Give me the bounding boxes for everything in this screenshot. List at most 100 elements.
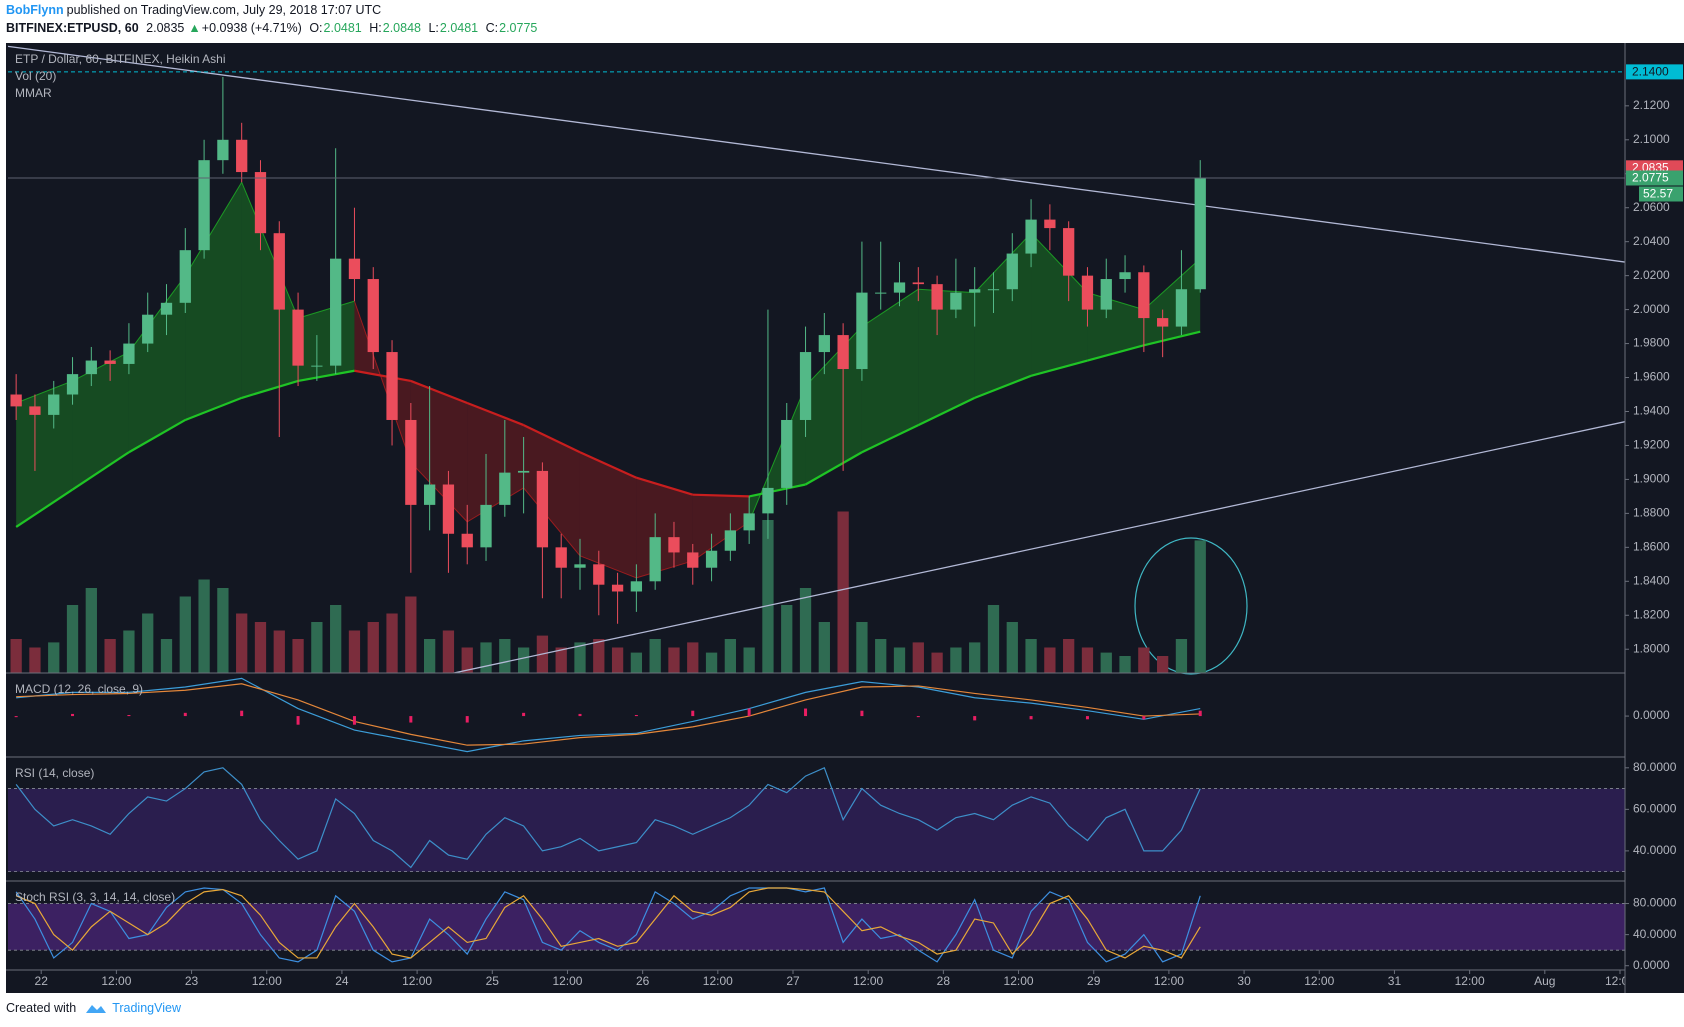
ribbon-slow [241, 379, 299, 399]
ribbon-band [128, 275, 186, 453]
volume-bar [893, 647, 906, 673]
volume-bar [10, 639, 22, 673]
histogram-bar [1085, 716, 1089, 720]
open-label: O: [309, 21, 323, 35]
volume-bar [273, 630, 285, 673]
candle-body [348, 258, 361, 280]
candle-body [536, 470, 549, 548]
series-line [15, 887, 1201, 963]
candle-body [499, 472, 511, 505]
pane [7, 45, 1625, 673]
arrow: ▲ [188, 21, 201, 35]
ribbon-fast [1143, 258, 1201, 310]
candle-body [198, 160, 210, 251]
pane-title: MACD (12, 26, close, 9) [15, 682, 143, 696]
x-tick-label: 12:00 [101, 974, 131, 988]
ribbon-slow [636, 476, 694, 496]
published: published on TradingView.com, July 29, 2… [66, 3, 382, 17]
ribbon-slow [184, 396, 243, 422]
created-with: Created with [6, 1001, 77, 1015]
histogram-bar [1198, 710, 1202, 717]
x-tick-label: 27 [786, 974, 800, 988]
histogram-bar [634, 715, 638, 717]
volume-bar [875, 639, 887, 673]
volume-bar [405, 596, 417, 673]
ribbon-band [579, 452, 637, 578]
histogram-bar [409, 716, 413, 723]
legend-entry: Vol (20) [15, 69, 56, 83]
ribbon-band [185, 182, 242, 420]
candle-body [423, 484, 436, 505]
volume-bar [912, 642, 924, 673]
volume-bar [987, 605, 1000, 673]
candle-body [611, 584, 624, 592]
brand[interactable]: TradingView [112, 1001, 181, 1015]
candle-body [1044, 219, 1056, 229]
candle-body [254, 172, 267, 234]
volume-bar [1063, 639, 1075, 673]
volume-bar [1100, 652, 1112, 673]
histogram-bar [127, 715, 131, 717]
ribbon-fast [579, 555, 637, 579]
histogram-bar [747, 708, 751, 717]
change: +0.0938 (+4.71%) [201, 21, 302, 35]
x-tick-label: 29 [1087, 974, 1101, 988]
histogram-bar [860, 710, 864, 717]
volume-bar [461, 647, 473, 673]
ribbon-slow [128, 419, 186, 454]
candle-body [217, 139, 229, 161]
ribbon-fast [692, 521, 750, 562]
price-tag-label: 2.0775 [1632, 171, 1669, 185]
ribbon-band [692, 494, 750, 561]
ribbon-fast [974, 232, 1032, 293]
x-tick-label: 31 [1388, 974, 1402, 988]
y-tick-label: 60.0000 [1633, 802, 1677, 816]
pane-title: RSI (14, close) [15, 766, 94, 780]
candle-body [1157, 318, 1169, 327]
ribbon-slow [523, 424, 581, 454]
candle-body [762, 487, 774, 514]
volume-bar [442, 630, 455, 673]
histogram-bar [71, 713, 75, 717]
low-value: 2.0481 [439, 21, 479, 35]
ribbon-slow [71, 451, 130, 491]
candle-body [781, 419, 793, 488]
y-tick-label: 2.0200 [1633, 268, 1670, 282]
logo[interactable] [84, 1001, 108, 1015]
y-tick-label: 40.0000 [1633, 927, 1677, 941]
candle-body [104, 360, 116, 364]
series-line [15, 766, 1201, 869]
volume-bar [799, 588, 812, 673]
volume-bar [66, 605, 79, 673]
last-price: 2.0835 [146, 21, 185, 35]
volume-bar [1025, 639, 1037, 673]
volume-bar [762, 520, 774, 673]
volume-bar [1081, 647, 1094, 673]
ribbon-fast [748, 385, 806, 523]
histogram-bar [240, 710, 244, 717]
symbol-line: BITFINEX:ETPUSD, 60 2.0835 ▲+0.0938 (+4.7… [6, 21, 541, 35]
candle-body [160, 302, 173, 315]
ribbon-fast [184, 181, 243, 276]
ribbon-slow [974, 374, 1032, 399]
ribbon-fast [466, 487, 524, 523]
candle-body [593, 564, 605, 585]
candle-body [893, 282, 906, 293]
footer: Created with TradingView [6, 1001, 181, 1015]
candle-body [142, 314, 154, 344]
ribbon-fast [918, 288, 975, 294]
candle-body [48, 394, 60, 415]
histogram-bar [1029, 716, 1033, 720]
x-tick-label: 24 [335, 974, 349, 988]
candle-body [10, 394, 22, 407]
author[interactable]: BobFlynn [6, 3, 64, 17]
low-label: L: [428, 21, 439, 35]
volume-bar [367, 622, 379, 673]
volume-bar [85, 588, 97, 673]
candle-body [687, 552, 699, 568]
candle-body [555, 547, 567, 568]
y-tick-label: 1.9000 [1633, 472, 1670, 486]
histogram-bar [916, 716, 920, 718]
volume-bar [668, 647, 680, 673]
